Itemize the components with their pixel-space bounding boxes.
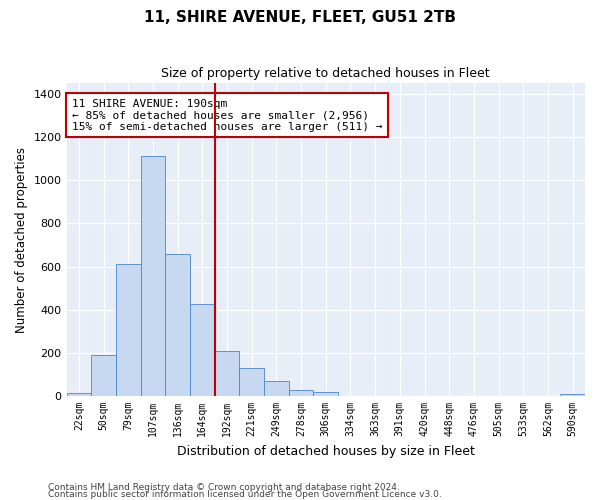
Y-axis label: Number of detached properties: Number of detached properties [15,146,28,332]
Bar [165,254,190,396]
Bar [67,393,91,396]
X-axis label: Distribution of detached houses by size in Fleet: Distribution of detached houses by size … [177,444,475,458]
Bar [313,392,338,396]
Bar [215,350,239,396]
Bar [190,304,215,396]
Title: Size of property relative to detached houses in Fleet: Size of property relative to detached ho… [161,68,490,80]
Bar [140,156,165,396]
Bar [264,381,289,396]
Bar [91,355,116,396]
Text: Contains HM Land Registry data © Crown copyright and database right 2024.: Contains HM Land Registry data © Crown c… [48,484,400,492]
Bar [116,264,140,396]
Text: Contains public sector information licensed under the Open Government Licence v3: Contains public sector information licen… [48,490,442,499]
Text: 11 SHIRE AVENUE: 190sqm
← 85% of detached houses are smaller (2,956)
15% of semi: 11 SHIRE AVENUE: 190sqm ← 85% of detache… [72,98,382,132]
Bar [560,394,585,396]
Bar [289,390,313,396]
Text: 11, SHIRE AVENUE, FLEET, GU51 2TB: 11, SHIRE AVENUE, FLEET, GU51 2TB [144,10,456,25]
Bar [239,368,264,396]
